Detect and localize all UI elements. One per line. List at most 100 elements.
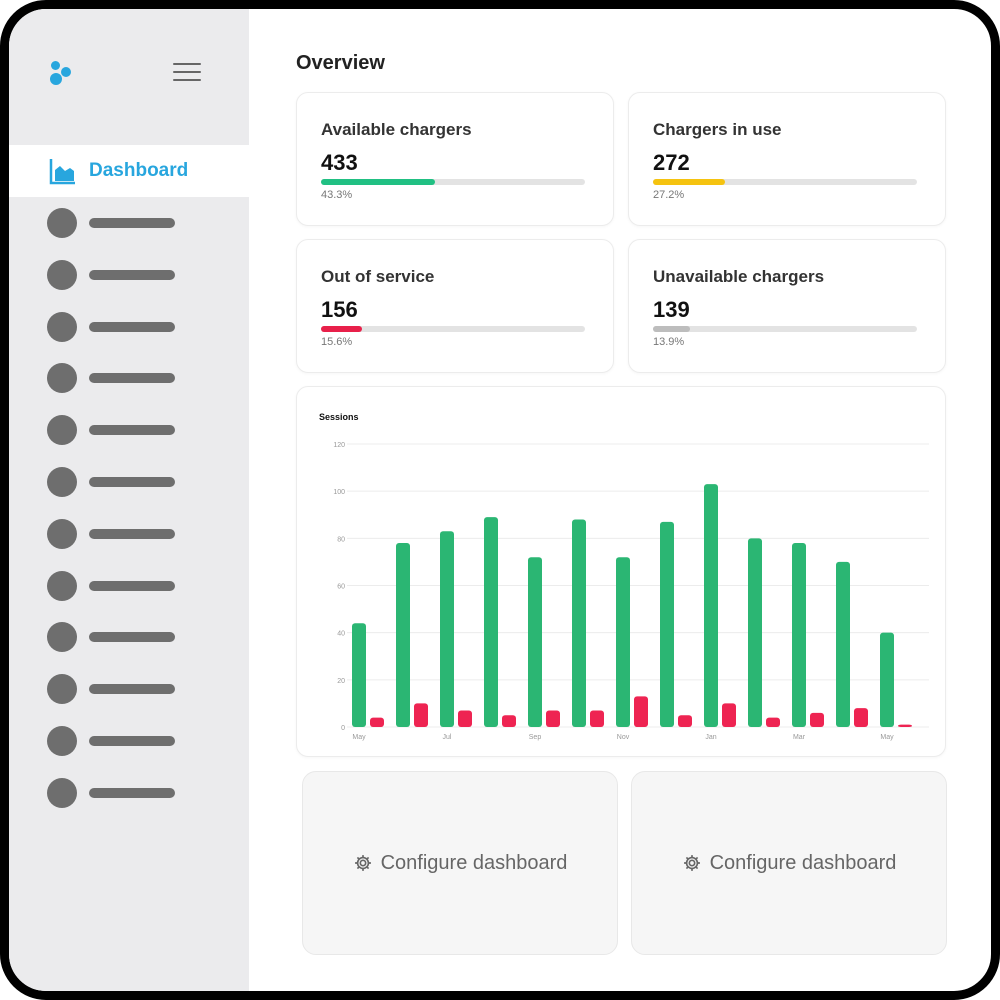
y-tick-label: 80 xyxy=(337,536,345,543)
sidebar-item-icon-placeholder xyxy=(47,570,77,601)
main-content: Overview Available chargers 433 43.3% Ch… xyxy=(249,9,991,991)
sidebar-item-icon-placeholder xyxy=(47,311,77,342)
failed-sessions-bar xyxy=(766,717,780,727)
y-tick-label: 20 xyxy=(337,678,345,685)
sessions-bar xyxy=(660,521,674,727)
sidebar-item-placeholder[interactable] xyxy=(47,466,187,498)
sidebar-item-label-placeholder xyxy=(89,632,175,643)
x-tick-label: Jan xyxy=(705,734,716,741)
stat-title: Chargers in use xyxy=(653,120,782,139)
sidebar-item-placeholder[interactable] xyxy=(47,621,187,653)
sidebar: Dashboard xyxy=(9,9,249,991)
stat-percent: 27.2% xyxy=(653,189,685,201)
menu-toggle-icon[interactable] xyxy=(173,63,201,83)
sidebar-item-label-placeholder xyxy=(89,787,175,798)
failed-sessions-bar xyxy=(590,710,604,727)
sessions-chart-card: 0 20 40 60 80 100 120 May Jul Sep Nov Jan Mar May Ses… xyxy=(296,386,946,757)
sessions-bar xyxy=(352,623,366,727)
sessions-bar xyxy=(616,557,630,727)
stat-title: Available chargers xyxy=(321,120,472,139)
y-tick-label: 60 xyxy=(337,584,345,591)
sidebar-item-placeholder[interactable] xyxy=(47,673,187,705)
stat-title: Out of service xyxy=(321,267,435,286)
sidebar-item-icon-placeholder xyxy=(47,467,77,497)
sidebar-item-placeholder[interactable] xyxy=(47,777,187,809)
gear-icon xyxy=(354,855,371,871)
x-tick-label: Sep xyxy=(529,734,542,741)
failed-sessions-bar xyxy=(502,715,516,727)
stat-card-in-use: Chargers in use 272 27.2% xyxy=(628,92,946,226)
x-tick-label: Jul xyxy=(443,734,452,741)
stat-card-unavailable: Unavailable chargers 139 13.9% xyxy=(628,239,946,373)
stat-value: 156 xyxy=(321,297,358,322)
sidebar-item-placeholder[interactable] xyxy=(47,414,187,446)
failed-sessions-bar xyxy=(678,715,692,727)
sidebar-item-label-placeholder xyxy=(89,684,175,695)
failed-sessions-bar xyxy=(458,710,472,727)
sidebar-item-icon-placeholder xyxy=(47,208,77,238)
area-chart-icon xyxy=(49,159,75,185)
sessions-bar xyxy=(704,484,718,727)
stat-card-available: Available chargers 433 43.3% xyxy=(296,92,614,226)
sidebar-item-placeholder[interactable] xyxy=(47,570,187,602)
x-tick-label: Mar xyxy=(793,734,806,741)
y-tick-label: 120 xyxy=(333,442,345,449)
sessions-bar xyxy=(748,538,762,727)
configure-dashboard-label: Configure dashboard xyxy=(380,851,568,874)
chart-title: Sessions xyxy=(319,412,359,422)
sidebar-item-icon-placeholder xyxy=(47,674,77,705)
sidebar-item-label-placeholder xyxy=(89,321,175,332)
failed-sessions-bar xyxy=(370,717,384,727)
stat-value: 272 xyxy=(653,150,690,175)
sessions-bar xyxy=(836,561,850,727)
failed-sessions-bar xyxy=(810,712,824,727)
sidebar-item-placeholder[interactable] xyxy=(47,259,187,291)
sidebar-item-icon-placeholder xyxy=(47,415,77,446)
failed-sessions-bar xyxy=(854,708,868,727)
sidebar-item-icon-placeholder xyxy=(47,259,77,290)
stat-title: Unavailable chargers xyxy=(653,267,825,286)
configure-dashboard-label: Configure dashboard xyxy=(709,851,897,874)
sidebar-item-icon-placeholder xyxy=(47,518,77,549)
configure-dashboard-button[interactable]: Configure dashboard xyxy=(631,771,947,955)
stat-progress-track xyxy=(653,326,917,332)
sessions-bar xyxy=(396,543,410,727)
page-title: Overview xyxy=(296,52,385,74)
failed-sessions-bar xyxy=(414,703,428,727)
sessions-bar xyxy=(528,557,542,727)
sidebar-item-label-placeholder xyxy=(89,580,175,591)
sidebar-item-placeholder[interactable] xyxy=(47,725,187,757)
stat-progress-fill xyxy=(653,179,725,185)
stat-value: 139 xyxy=(653,297,690,322)
sidebar-item-label: Dashboard xyxy=(89,160,189,181)
sessions-bar xyxy=(440,531,454,727)
app-logo-icon[interactable] xyxy=(49,59,77,87)
stat-progress-track xyxy=(653,179,917,185)
sidebar-item-placeholder[interactable] xyxy=(47,207,187,239)
sidebar-item-placeholder[interactable] xyxy=(47,311,187,343)
stat-percent: 13.9% xyxy=(653,336,685,348)
failed-sessions-bar xyxy=(898,724,912,727)
stat-percent: 15.6% xyxy=(321,336,353,348)
sessions-bar xyxy=(792,543,806,727)
stat-progress-fill xyxy=(321,179,436,185)
sessions-bar xyxy=(484,517,498,727)
y-tick-label: 0 xyxy=(341,725,345,732)
sidebar-item-dashboard[interactable]: Dashboard xyxy=(9,145,249,197)
sidebar-item-label-placeholder xyxy=(89,425,175,436)
configure-dashboard-button[interactable]: Configure dashboard xyxy=(302,771,618,955)
sidebar-item-label-placeholder xyxy=(89,373,175,384)
stat-card-out-of-service: Out of service 156 15.6% xyxy=(296,239,614,373)
stat-progress-fill xyxy=(321,326,363,332)
y-tick-label: 40 xyxy=(337,631,345,638)
sidebar-item-label-placeholder xyxy=(89,218,175,228)
sidebar-item-icon-placeholder xyxy=(47,363,77,394)
x-tick-label: Nov xyxy=(617,734,630,741)
sidebar-item-label-placeholder xyxy=(89,269,175,280)
failed-sessions-bar xyxy=(722,703,736,727)
sidebar-item-placeholder[interactable] xyxy=(47,362,187,394)
stat-percent: 43.3% xyxy=(321,189,353,201)
stat-value: 433 xyxy=(321,150,358,175)
sidebar-item-placeholder[interactable] xyxy=(47,518,187,550)
